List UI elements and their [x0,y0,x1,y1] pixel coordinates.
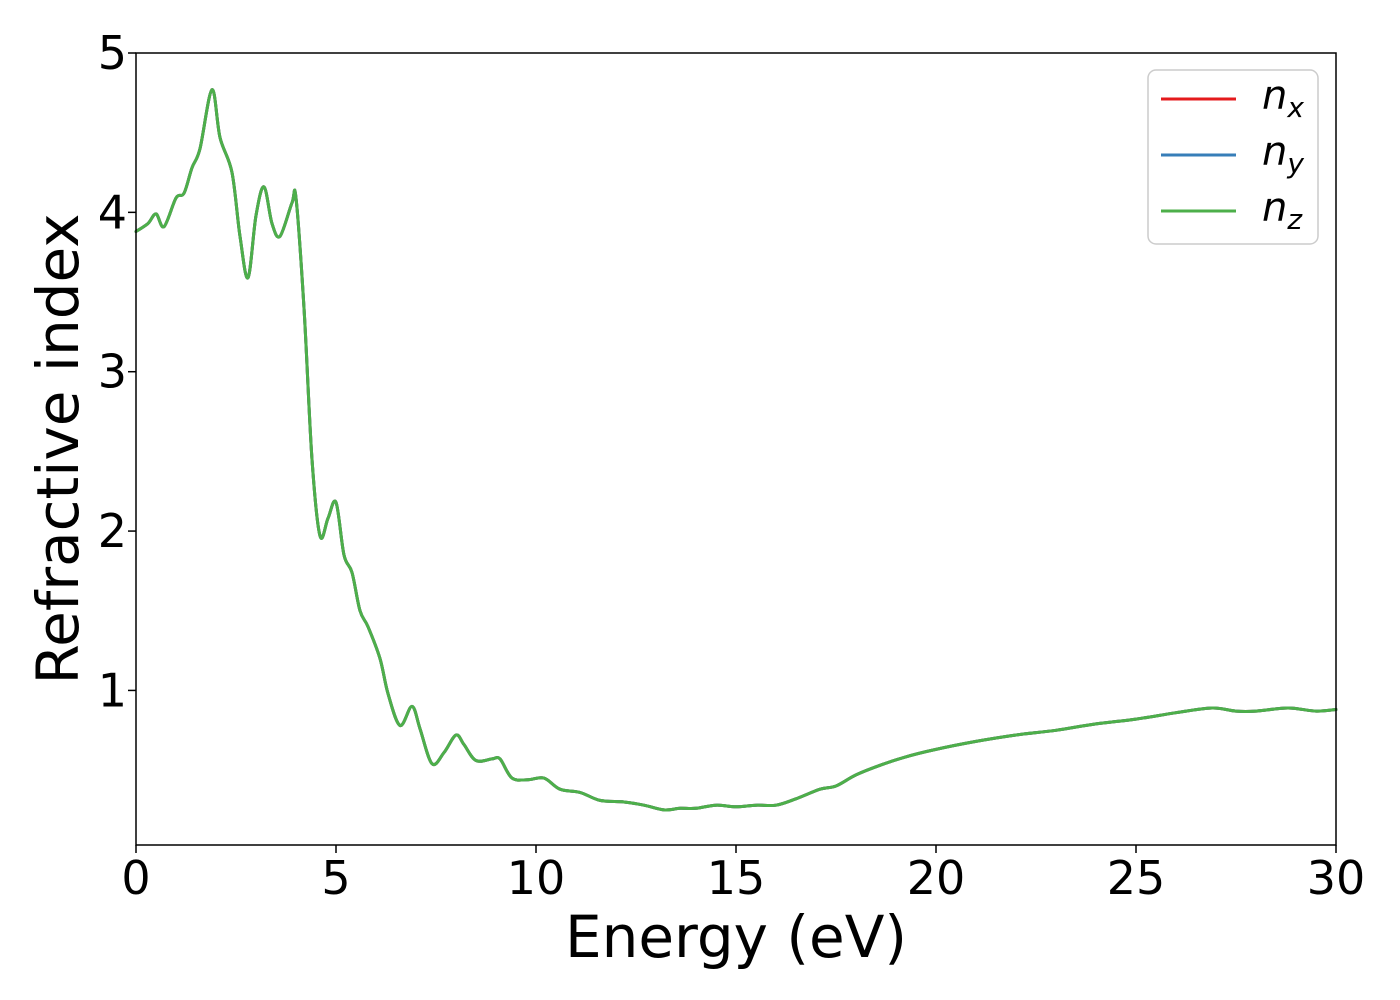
legend-box [1147,69,1319,245]
y-tick-label: 3 [98,345,127,399]
x-axis-ticks: 0 5 10 15 20 25 30 [121,845,1365,905]
x-tick-label: 15 [707,851,766,905]
x-axis-label: Energy (eV) [565,903,907,971]
y-tick-label: 2 [98,504,127,558]
x-tick-label: 20 [907,851,966,905]
y-axis-label: Refractive index [24,213,92,684]
x-tick-label: 10 [507,851,566,905]
x-tick-label: 0 [121,851,150,905]
y-tick-label: 5 [98,26,127,80]
y-tick-label: 4 [98,185,127,239]
x-tick-label: 5 [321,851,350,905]
y-tick-label: 1 [98,663,127,717]
series-line-nz [134,88,1338,812]
legend-label-nx: nx [1262,73,1304,124]
x-tick-label: 30 [1307,851,1366,905]
y-axis-ticks: 1 2 3 4 5 [98,26,136,717]
series-layer [134,88,1338,812]
legend-label-ny: ny [1262,129,1304,180]
x-tick-label: 25 [1107,851,1166,905]
